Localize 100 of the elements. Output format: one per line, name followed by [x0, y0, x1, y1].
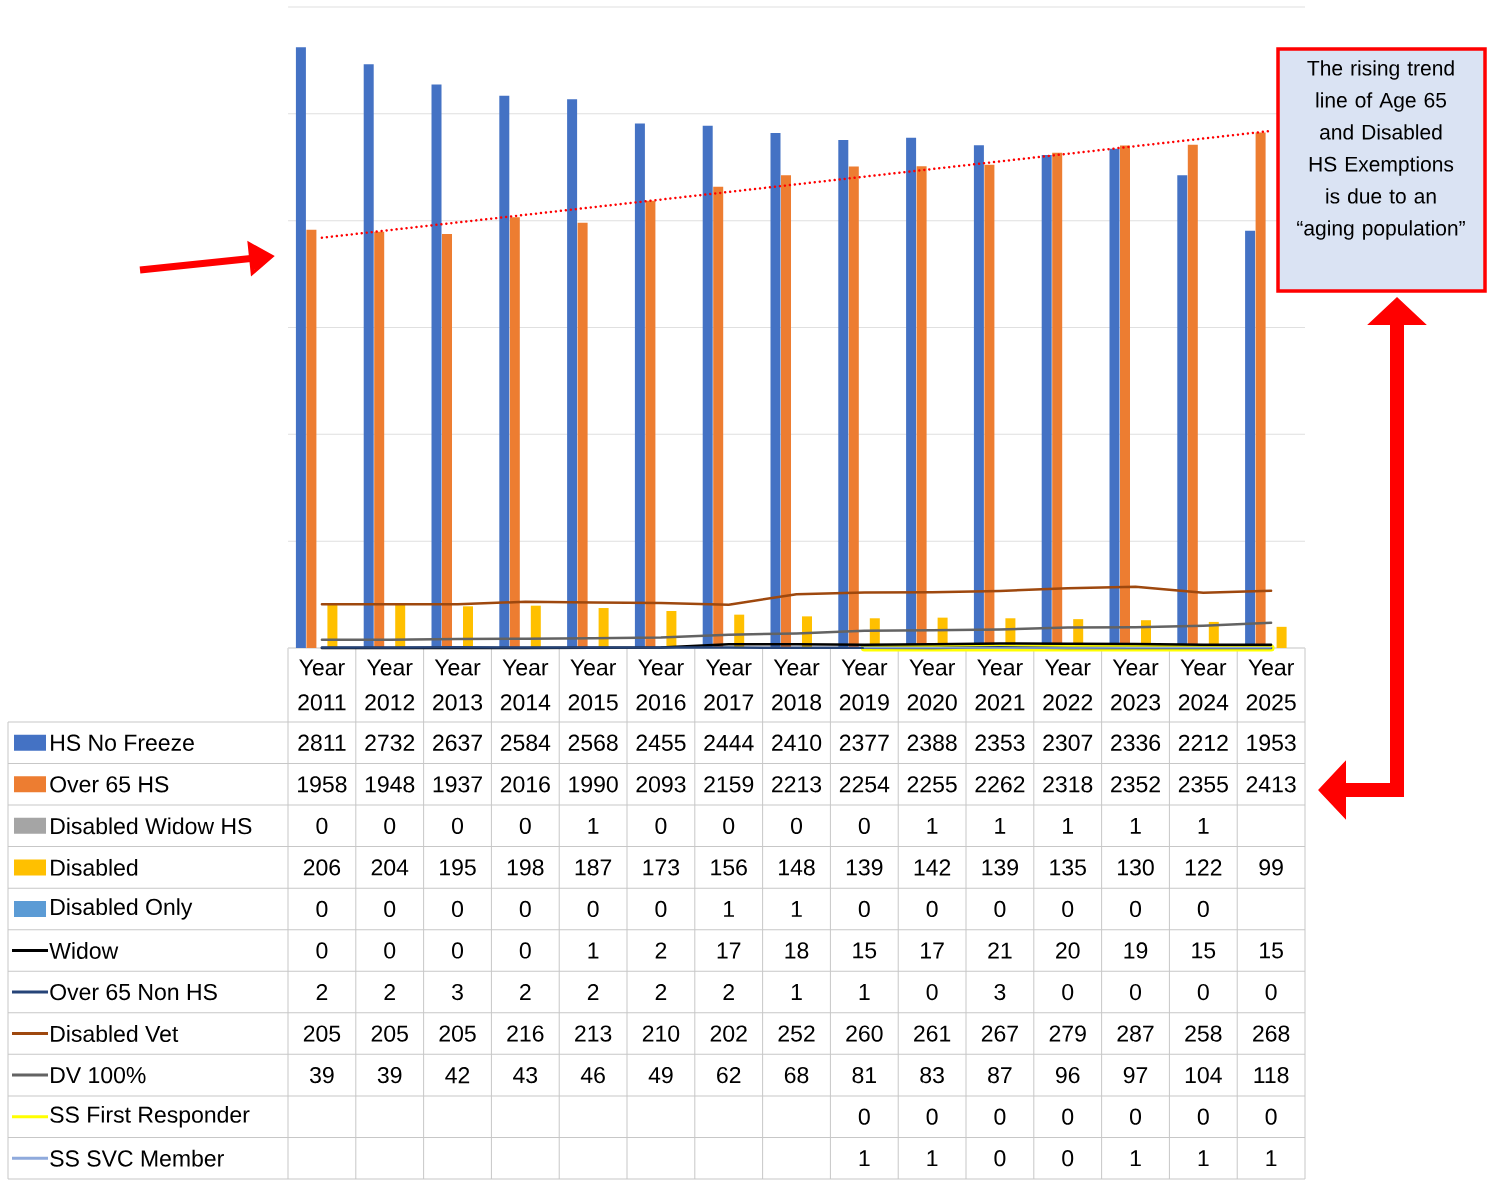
- data-label: 206: [303, 859, 341, 876]
- data-label: 0: [519, 942, 531, 959]
- data-label: 142: [914, 859, 951, 876]
- legend-label: Disabled: [51, 858, 138, 876]
- legend-label: Disabled Widow HS: [51, 817, 252, 835]
- data-label: 279: [1049, 1025, 1086, 1042]
- data-label: 0: [1197, 900, 1209, 918]
- data-label: 205: [371, 1025, 408, 1042]
- data-label: 0: [723, 817, 735, 834]
- data-label: 0: [1062, 983, 1074, 1001]
- data-label: 0: [858, 1108, 870, 1125]
- data-label: 213: [575, 1025, 612, 1042]
- legend-label: SS SVC Member: [50, 1149, 224, 1167]
- x-tick-label: Year 2024: [1178, 659, 1229, 711]
- data-label: 0: [1062, 1108, 1074, 1125]
- data-label: 0: [994, 1108, 1006, 1125]
- x-tick-label: Year 2011: [298, 659, 346, 711]
- x-tick-label: Year 2017: [704, 659, 754, 711]
- data-label: 21: [988, 942, 1012, 959]
- data-label: 1: [791, 901, 802, 917]
- data-label: 0: [587, 900, 599, 918]
- data-label: 39: [377, 1066, 402, 1084]
- bar: [634, 123, 645, 648]
- bar: [645, 200, 656, 648]
- data-label: 1: [588, 942, 599, 959]
- data-label: 0: [316, 942, 328, 959]
- data-label: 0: [452, 900, 464, 918]
- data-label: 87: [988, 1066, 1012, 1084]
- x-tick-label: Year 2014: [500, 659, 551, 711]
- data-label: 0: [1130, 900, 1142, 918]
- data-label: 15: [1192, 942, 1216, 959]
- data-label: 2307: [1043, 734, 1093, 751]
- data-label: 2410: [772, 734, 822, 751]
- data-label: 258: [1185, 1025, 1222, 1042]
- data-label: 122: [1185, 859, 1222, 876]
- data-label: 1990: [569, 776, 618, 793]
- data-label: 0: [452, 817, 464, 834]
- data-label: 130: [1118, 859, 1154, 876]
- bar: [463, 606, 474, 648]
- bar: [838, 140, 849, 648]
- annotation: The rising trend line of Age 65 and Disabled HS Exemptions is due to an “aging population”: [1297, 60, 1465, 240]
- data-label: 0: [1062, 1150, 1074, 1167]
- data-label: 260: [846, 1025, 883, 1042]
- data-label: 15: [853, 942, 877, 959]
- data-label: 1937: [433, 776, 482, 793]
- x-tick-label: Year 2019: [839, 659, 889, 711]
- data-label: 0: [316, 817, 328, 834]
- data-label: 96: [1056, 1066, 1080, 1084]
- data-label: 2: [655, 942, 667, 959]
- data-label: 0: [655, 817, 667, 834]
- data-label: 1958: [298, 776, 347, 793]
- bar: [499, 95, 510, 648]
- x-tick-label: Year 2025: [1246, 659, 1296, 711]
- data-label: 118: [1254, 1066, 1289, 1084]
- data-label: 43: [513, 1066, 538, 1084]
- data-label: 2455: [636, 734, 686, 751]
- data-label: 204: [371, 859, 409, 876]
- data-label: 1953: [1247, 734, 1296, 751]
- data-label: 2255: [907, 776, 957, 793]
- data-label: 17: [717, 942, 741, 959]
- data-label: 104: [1185, 1066, 1222, 1084]
- data-label: 49: [648, 1066, 673, 1084]
- data-label: 0: [1265, 1108, 1277, 1125]
- data-label: 1: [724, 901, 734, 917]
- data-label: 261: [914, 1025, 951, 1042]
- data-label: 1: [859, 1150, 870, 1167]
- data-label: 2811: [298, 734, 346, 751]
- bar: [567, 99, 578, 648]
- data-label: 139: [846, 859, 883, 876]
- data-label: 2318: [1043, 776, 1093, 793]
- data-label: 97: [1123, 1066, 1148, 1084]
- data-label: 2254: [839, 776, 890, 793]
- data-label: 19: [1124, 942, 1148, 959]
- x-tick-label: Year 2018: [772, 659, 822, 711]
- data-label: 1: [1063, 817, 1073, 834]
- legend-label: Widow: [49, 942, 119, 959]
- data-label: 81: [852, 1066, 876, 1084]
- data-label: 205: [439, 1025, 476, 1042]
- data-label: 0: [384, 900, 396, 918]
- data-label: 1: [791, 984, 802, 1000]
- data-label: 287: [1117, 1025, 1154, 1042]
- data-label: 173: [643, 859, 680, 876]
- data-label: 15: [1260, 942, 1283, 959]
- data-label: 1: [1130, 1150, 1141, 1167]
- data-label: 0: [519, 900, 531, 918]
- x-tick-label: Year 2021: [975, 659, 1025, 711]
- data-label: 39: [310, 1066, 334, 1084]
- legend-label: Over 65 Non HS: [50, 983, 217, 1001]
- data-label: 1: [588, 817, 599, 834]
- legend-label: HS No Freeze: [51, 734, 194, 751]
- data-label: 20: [1056, 942, 1080, 959]
- bar: [1276, 626, 1287, 648]
- bar: [848, 166, 859, 648]
- data-label: 198: [507, 859, 544, 876]
- data-label: 252: [778, 1025, 815, 1042]
- data-label: 0: [316, 900, 328, 918]
- bar: [363, 64, 374, 648]
- data-label: 1: [1198, 817, 1209, 834]
- bar: [374, 231, 385, 648]
- data-label: 268: [1253, 1025, 1290, 1042]
